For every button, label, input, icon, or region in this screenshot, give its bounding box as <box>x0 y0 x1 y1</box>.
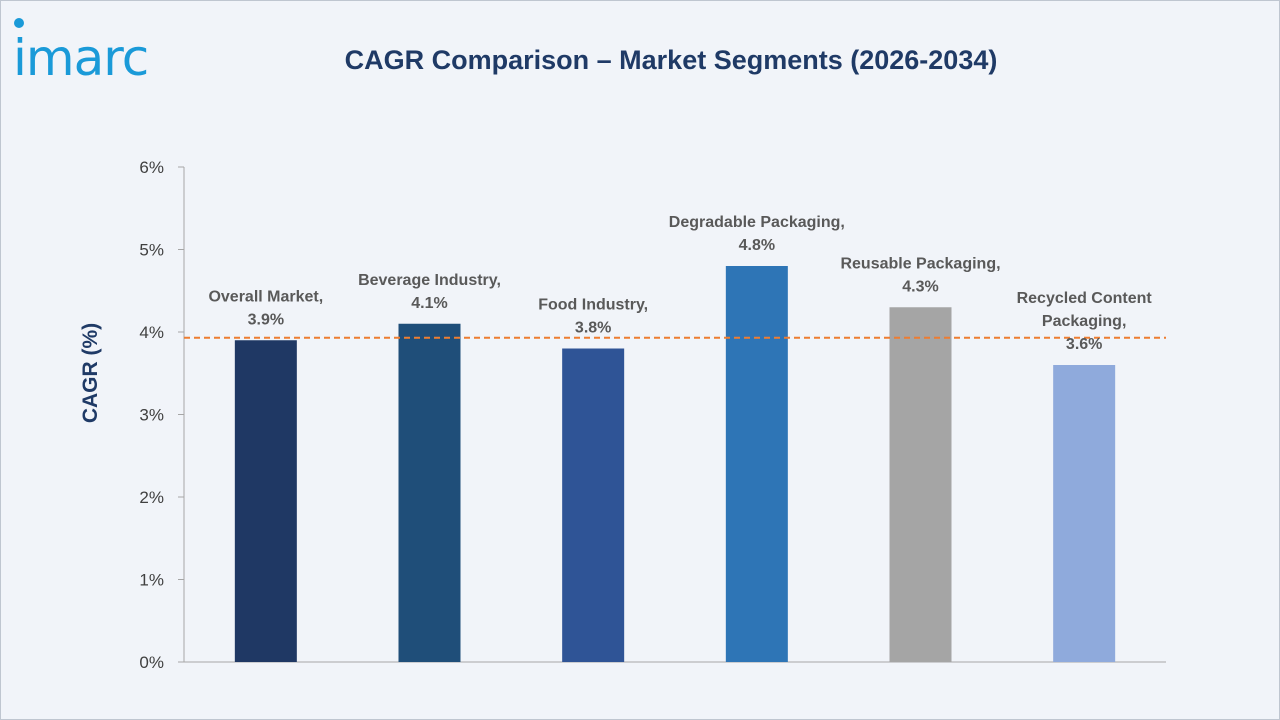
bar-6 <box>1053 365 1116 662</box>
data-label-1: Overall Market, 3.9% <box>208 288 323 328</box>
logo-text: imarc <box>13 29 148 85</box>
y-tick-label: 0% <box>139 653 164 672</box>
bar-3 <box>562 348 625 662</box>
data-label-line: 4.3% <box>902 278 938 295</box>
data-label-line: Reusable Packaging, <box>840 255 1000 272</box>
y-axis-label: CAGR (%) <box>79 323 102 423</box>
data-label-2: Beverage Industry, 4.1% <box>358 272 501 312</box>
bar-5 <box>889 307 952 662</box>
bar-4 <box>725 266 788 662</box>
data-label-line: Packaging, <box>1042 313 1126 330</box>
data-label-5: Reusable Packaging, 4.3% <box>840 255 1000 295</box>
data-label-line: 4.8% <box>739 237 775 254</box>
y-tick-label: 5% <box>139 241 164 260</box>
y-tick-label: 3% <box>139 406 164 425</box>
bar-1 <box>234 340 297 662</box>
data-label-line: 3.9% <box>248 311 284 328</box>
data-label-line: 4.1% <box>411 295 447 312</box>
chart-title: CAGR Comparison – Market Segments (2026-… <box>344 45 998 75</box>
data-label-6: Recycled Content Packaging, 3.6% <box>1017 290 1153 353</box>
y-tick-label: 1% <box>139 571 164 590</box>
data-label-line: Recycled Content <box>1017 290 1153 307</box>
bar-2 <box>398 323 461 662</box>
logo-dot <box>14 18 24 28</box>
y-tick-label: 6% <box>139 158 164 177</box>
data-label-line: Beverage Industry, <box>358 272 501 289</box>
data-label-line: 3.8% <box>575 320 611 337</box>
y-tick-label: 4% <box>139 323 164 342</box>
data-label-line: 3.6% <box>1066 336 1102 353</box>
data-label-4: Degradable Packaging, 4.8% <box>669 214 845 254</box>
imarc-logo: imarc <box>13 18 149 85</box>
data-label-line: Food Industry, <box>538 297 648 314</box>
y-tick-label: 2% <box>139 488 164 507</box>
data-label-line: Overall Market, <box>208 288 323 305</box>
data-label-line: Degradable Packaging, <box>669 214 845 231</box>
data-label-3: Food Industry, 3.8% <box>538 297 648 337</box>
